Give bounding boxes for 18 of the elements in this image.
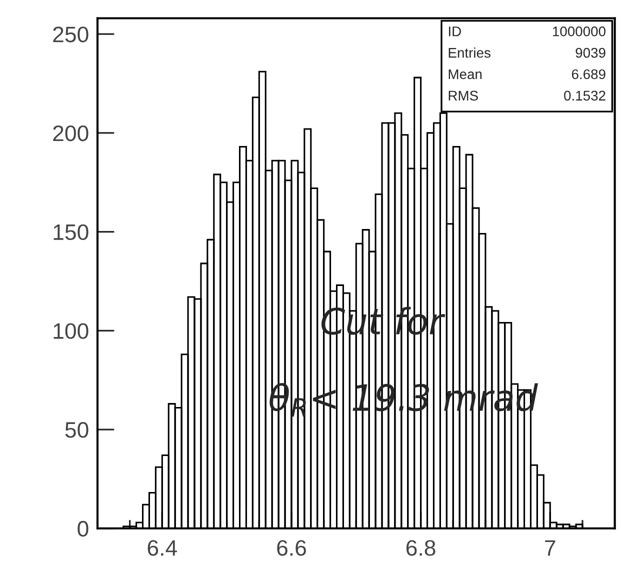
annotation: ID xyxy=(448,26,461,36)
annotation: 9039 xyxy=(576,48,606,58)
x-tick-label: 6.6 xyxy=(277,540,306,556)
y-tick-label: 0 xyxy=(78,520,88,537)
x-tick-label: 6.8 xyxy=(406,540,436,556)
annotation: RMS xyxy=(448,90,478,101)
x-tick-label: 7 xyxy=(545,540,556,556)
annotation: 1000000 xyxy=(552,26,606,36)
annotation: Mean xyxy=(448,69,482,80)
annotation: 6.689 xyxy=(572,69,606,80)
annotation: Entries xyxy=(448,48,490,58)
y-tick-label: 50 xyxy=(65,422,88,438)
y-tick-label: 250 xyxy=(53,26,88,42)
annotation: 0.1532 xyxy=(564,90,606,101)
y-tick-label: 200 xyxy=(53,125,88,142)
y-tick-label: 100 xyxy=(54,323,88,339)
x-tick-label: 6.4 xyxy=(148,540,177,556)
y-tick-label: 150 xyxy=(54,224,88,240)
